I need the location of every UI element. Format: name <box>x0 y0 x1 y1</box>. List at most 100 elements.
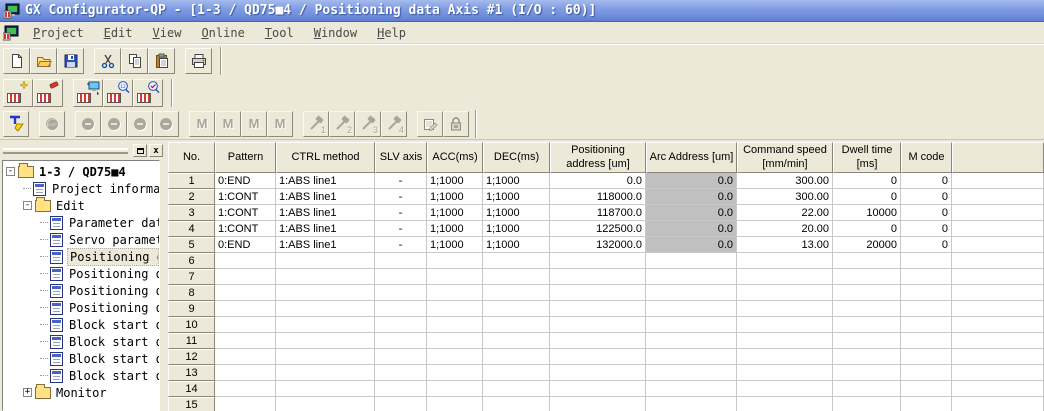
table-cell[interactable] <box>901 349 952 365</box>
row-number-cell[interactable]: 9 <box>168 301 215 317</box>
table-cell[interactable] <box>901 269 952 285</box>
table-cell[interactable]: 20000 <box>833 237 901 253</box>
table-cell[interactable]: 0:END <box>215 237 276 253</box>
table-cell[interactable] <box>276 253 375 269</box>
table-cell[interactable] <box>215 301 276 317</box>
table-cell[interactable]: 1;1000 <box>483 237 550 253</box>
dock-close-button[interactable]: x <box>149 144 163 157</box>
table-cell[interactable]: 0.0 <box>646 205 737 221</box>
table-cell[interactable]: - <box>375 221 427 237</box>
table-cell[interactable] <box>215 253 276 269</box>
table-cell[interactable]: 1:CONT <box>215 205 276 221</box>
table-cell[interactable] <box>550 317 646 333</box>
table-cell[interactable]: 118000.0 <box>550 189 646 205</box>
table-cell[interactable] <box>427 365 483 381</box>
table-cell[interactable] <box>427 285 483 301</box>
table-cell[interactable] <box>276 365 375 381</box>
row-number-cell[interactable]: 6 <box>168 253 215 269</box>
table-cell[interactable] <box>952 221 1044 237</box>
table-cell[interactable]: - <box>375 173 427 189</box>
table-cell[interactable]: 13.00 <box>737 237 833 253</box>
mcode-off-3-button[interactable]: M <box>241 110 267 137</box>
table-cell[interactable]: 0.0 <box>646 237 737 253</box>
table-cell[interactable] <box>427 333 483 349</box>
table-cell[interactable]: 1:ABS line1 <box>276 173 375 189</box>
table-cell[interactable] <box>646 253 737 269</box>
table-cell[interactable] <box>276 317 375 333</box>
table-cell[interactable] <box>952 285 1044 301</box>
table-cell[interactable] <box>737 365 833 381</box>
table-cell[interactable] <box>550 365 646 381</box>
table-cell[interactable]: 300.00 <box>737 189 833 205</box>
mcode-off-4-button[interactable]: M <box>267 110 293 137</box>
row-number-cell[interactable]: 15 <box>168 397 215 411</box>
table-cell[interactable] <box>550 349 646 365</box>
table-cell[interactable] <box>550 301 646 317</box>
tree-item[interactable]: Block start d <box>3 316 159 333</box>
table-cell[interactable]: 1;1000 <box>427 189 483 205</box>
table-cell[interactable] <box>215 285 276 301</box>
table-cell[interactable] <box>952 173 1044 189</box>
table-cell[interactable] <box>483 381 550 397</box>
delete-module-button[interactable] <box>33 78 63 107</box>
tree-item[interactable]: + Monitor <box>3 383 159 401</box>
menu-item-window[interactable]: Window <box>313 25 358 40</box>
table-cell[interactable] <box>646 269 737 285</box>
table-cell[interactable]: 1:CONT <box>215 189 276 205</box>
table-cell[interactable]: 0:END <box>215 173 276 189</box>
table-cell[interactable] <box>737 301 833 317</box>
save-button[interactable] <box>57 48 84 74</box>
table-cell[interactable] <box>427 317 483 333</box>
table-cell[interactable]: 0.0 <box>646 221 737 237</box>
table-cell[interactable] <box>901 333 952 349</box>
table-cell[interactable] <box>833 365 901 381</box>
table-cell[interactable] <box>427 349 483 365</box>
edit-data-button[interactable] <box>417 110 443 137</box>
table-cell[interactable] <box>646 365 737 381</box>
dock-float-button[interactable] <box>133 144 147 157</box>
print-button[interactable] <box>185 48 212 74</box>
table-cell[interactable] <box>833 333 901 349</box>
row-number-cell[interactable]: 7 <box>168 269 215 285</box>
tree-item[interactable]: Project informat <box>3 180 159 197</box>
row-number-cell[interactable]: 4 <box>168 221 215 237</box>
row-number-cell[interactable]: 1 <box>168 173 215 189</box>
axis-op-3-button[interactable] <box>127 110 153 137</box>
table-cell[interactable] <box>952 189 1044 205</box>
table-cell[interactable]: 122500.0 <box>550 221 646 237</box>
table-cell[interactable]: - <box>375 237 427 253</box>
table-cell[interactable] <box>276 269 375 285</box>
table-cell[interactable]: 0 <box>901 189 952 205</box>
table-cell[interactable] <box>375 253 427 269</box>
table-cell[interactable] <box>737 397 833 411</box>
table-cell[interactable] <box>952 397 1044 411</box>
menu-item-help[interactable]: Help <box>377 25 406 40</box>
tree-item[interactable]: Block start d <box>3 350 159 367</box>
cut-button[interactable] <box>94 48 121 74</box>
collapse-icon[interactable]: - <box>23 200 32 210</box>
table-cell[interactable] <box>215 349 276 365</box>
table-cell[interactable]: 0 <box>901 205 952 221</box>
monitor-module-button[interactable]: 12 <box>103 78 133 107</box>
row-number-cell[interactable]: 11 <box>168 333 215 349</box>
axis-op-4-button[interactable] <box>153 110 179 137</box>
table-cell[interactable]: 0.0 <box>646 189 737 205</box>
table-cell[interactable] <box>737 269 833 285</box>
expand-icon[interactable]: + <box>23 387 32 397</box>
verify-module-button[interactable] <box>133 78 163 107</box>
table-cell[interactable] <box>952 349 1044 365</box>
jog-4-button[interactable]: 4 <box>381 110 407 137</box>
table-cell[interactable] <box>375 285 427 301</box>
table-cell[interactable] <box>833 317 901 333</box>
table-cell[interactable] <box>737 381 833 397</box>
tree-item[interactable]: Block start d <box>3 367 159 384</box>
table-cell[interactable] <box>952 253 1044 269</box>
copy-button[interactable] <box>121 48 148 74</box>
table-cell[interactable] <box>901 365 952 381</box>
table-cell[interactable] <box>215 381 276 397</box>
table-cell[interactable]: 1;1000 <box>483 205 550 221</box>
mcode-off-1-button[interactable]: M <box>189 110 215 137</box>
tree-item[interactable]: Positioning d <box>3 247 159 266</box>
open-button[interactable] <box>30 48 57 74</box>
menu-item-edit[interactable]: Edit <box>103 25 133 40</box>
